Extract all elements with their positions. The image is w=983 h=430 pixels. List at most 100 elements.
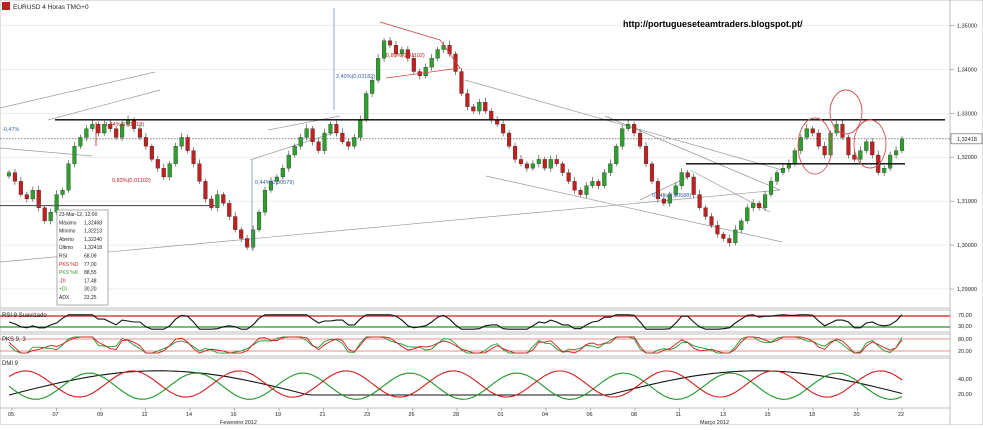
blog-url[interactable]: http://portugueseteamtraders.blogspot.pt… [623,19,803,29]
candle-body [709,216,714,226]
candle-body [715,225,720,235]
candle-body [858,150,863,160]
candle-body [846,137,851,156]
candle-body [358,119,363,138]
annotation-fib-1: 2,40%(0,03182) [336,74,375,80]
candle-body [459,71,464,94]
candle-body [703,207,708,217]
highlight-circle-3 [853,119,887,169]
candle-body [894,150,899,156]
candle-body [679,172,684,186]
info-box-value: 17,48 [84,278,97,284]
y-tick-label: 1,33000 [957,111,977,117]
trendline [249,131,337,161]
y-tick-label: 1,35000 [957,23,977,29]
trendline [267,115,341,131]
candle-body [96,124,101,134]
stoch-label: PKS 9, 3 [2,337,26,343]
candle-body [66,163,71,191]
candle-body [274,176,279,182]
dmi-label: DMI 9 [2,361,19,367]
candle-body [221,194,226,204]
candle-body [280,168,285,178]
x-tick-label: 28 [453,412,459,418]
annotation-fib-2: 0,80%(0,01102) [386,53,425,59]
candle-body [393,45,399,55]
x-tick-label: 23 [364,412,370,418]
candle-body [304,128,309,138]
candle-body [72,146,77,164]
x-tick-label: 20 [854,412,860,418]
stoch-panel: PKS 9, 3 80,00 20,00 [0,333,972,357]
x-tick-label: 19 [275,412,281,418]
annotation-fib-4: 0,44%(0,00588) [652,193,691,199]
x-tick-label: 16 [231,412,237,418]
candle-body [810,128,815,134]
candle-body [888,154,893,169]
annotation-fib-5: 0,44%(0,00579) [255,180,294,186]
candle-body [84,128,89,138]
candle-body [655,181,660,200]
rsi-label: RSI 9 Suavizado [2,313,47,319]
candle-body [870,141,875,156]
dmi-minus-line [8,370,903,398]
x-tick-label: 13 [720,412,726,418]
candle-body [512,146,518,160]
candle-body [554,159,559,164]
annotation-fib-6: 1,44%(0,01718) [105,122,144,128]
candle-body [763,194,768,208]
candle-body [364,93,369,120]
candle-body [768,181,774,195]
candle-body [477,102,482,112]
candle-body [507,132,512,147]
candle-body [173,146,178,164]
y-tick-label: 1,32418 [957,137,977,143]
candle-body [114,128,119,138]
candle-body [108,124,113,129]
candle-body [167,163,172,178]
candle-body [727,238,732,244]
candle-body [203,181,208,200]
x-tick-label: 08 [631,412,637,418]
candle-body [489,110,494,120]
candle-body [262,190,268,213]
candle-body [352,137,357,147]
candle-body [721,233,726,239]
x-tick-label: 26 [409,412,415,418]
rsi-tick-70: 70,00 [958,313,972,319]
candle-body [334,124,339,134]
candle-body [834,124,839,134]
dmi-tick-40: 40,00 [958,377,972,383]
candle-body [411,58,416,72]
x-tick-label: 11 [676,412,682,418]
candle-body [638,132,643,147]
price-axis [949,0,983,426]
info-box-value: 1,32240 [84,237,102,243]
candle-body [590,181,595,186]
candle-body [245,238,250,248]
candle-body [685,172,690,178]
stoch-d-line [8,336,903,354]
y-tick-label: 1,32000 [957,155,977,161]
candle-body [215,194,220,208]
candle-body [256,211,262,230]
gridlines [0,25,950,290]
info-box-label: -DI [59,278,66,284]
candle-body [149,146,154,160]
info-box-label: +DI [59,287,67,293]
candle-body [435,49,440,59]
trendline [0,147,93,157]
candle-body [382,40,387,59]
chart-title: EURUSD 4 Horas TMG+0 [13,4,89,11]
candle-body [739,220,744,230]
candle-body [227,203,232,217]
y-axis-labels: 1,35000 1,34000 1,33000 1,32418 1,32000 1,310… [950,23,983,293]
candle-body [560,163,565,173]
candle-body [370,80,375,94]
x-tick-label: 14 [186,412,192,418]
y-tick-label: 1,29000 [957,287,977,293]
candle-body [78,137,83,147]
candle-body [780,168,786,173]
